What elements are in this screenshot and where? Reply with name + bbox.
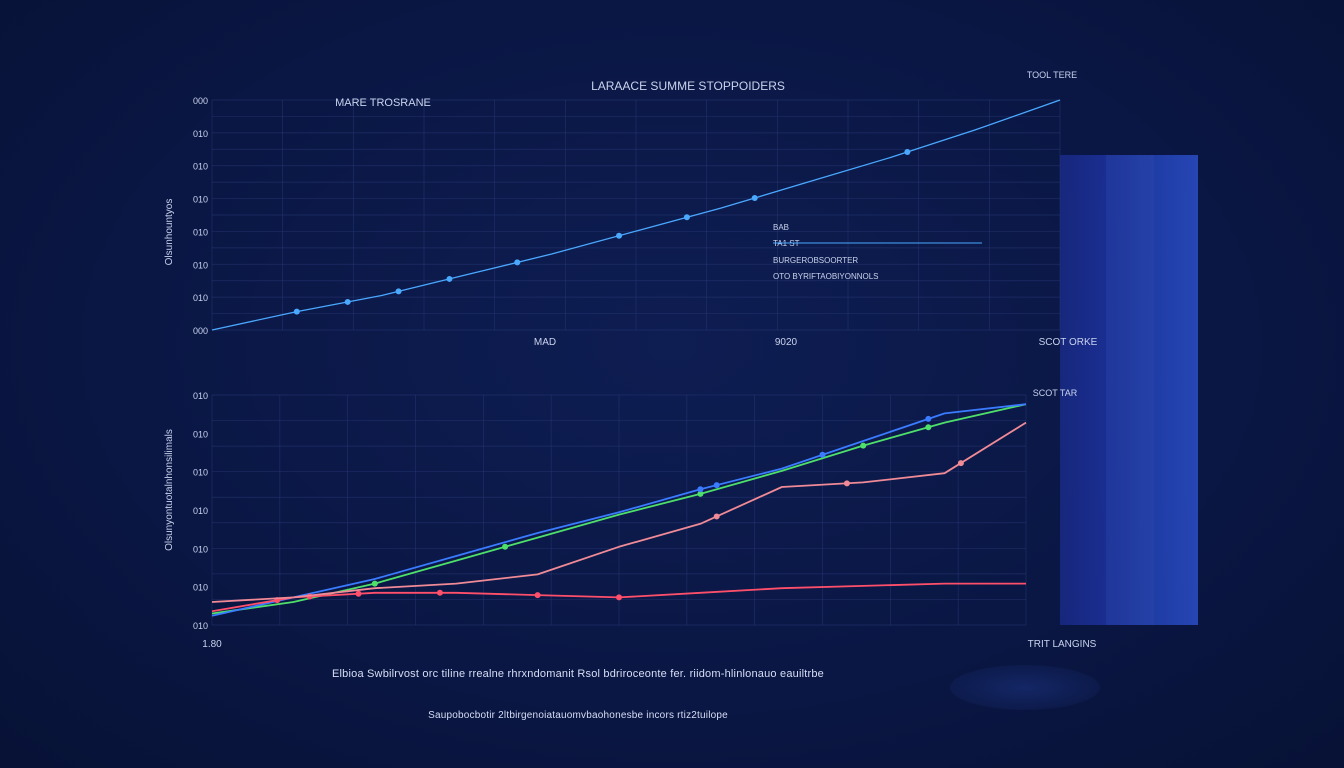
chart-1-series-1-point xyxy=(514,259,521,266)
side-blue-panel xyxy=(1060,155,1198,625)
chart-1-legend-label: MARE TROSRANE xyxy=(335,97,431,109)
caption-sub: Saupobocbotir 2ltbirgenoiatauomvbaohones… xyxy=(428,710,728,721)
chart-2-series-3-point xyxy=(355,590,362,597)
chart-1-series-1-point xyxy=(683,214,690,221)
chart-1-series-1-point xyxy=(344,298,351,305)
chart-1-y-axis-label: Olsunhountyos xyxy=(164,199,175,266)
chart-1-y-tick-label: 000 xyxy=(193,326,208,336)
chart-2-series-2-point xyxy=(819,451,826,458)
chart-2-y-tick-label: 010 xyxy=(193,544,208,554)
chart-2-y-tick-label: 010 xyxy=(193,583,208,593)
chart-2-series-3-point xyxy=(616,594,622,601)
chart-1-y-tick-label: 010 xyxy=(193,129,208,139)
chart-1-series-1-point xyxy=(751,194,758,201)
chart-1-y-tick-label: 000 xyxy=(193,96,208,106)
chart-2-series-2-point xyxy=(925,415,932,422)
chart-1-annotation: OTO BYRIFTAOBIYONNOLS xyxy=(773,272,879,281)
chart-2-series-1-point xyxy=(860,442,867,449)
caption-main: Elbioa Swbilrvost orc tiline rrealne rhr… xyxy=(331,668,824,680)
chart-2-series-1-point xyxy=(502,543,509,550)
chart-2-series-1-point xyxy=(371,580,378,587)
chart-1-y-tick-label: 010 xyxy=(193,293,208,303)
chart-1-series-1-point xyxy=(395,288,402,295)
chart-1-series-1-point xyxy=(293,308,300,315)
chart-2-series-1-line xyxy=(211,403,1027,615)
chart-1-y-tick-label: 010 xyxy=(193,260,208,270)
chart-1-x-tick-label: MAD xyxy=(534,337,556,348)
chart-2-series-3-point xyxy=(436,589,443,596)
chart-2-series-4-point xyxy=(957,460,964,467)
chart-2-y-axis-label: Olsunyontuotalnhonsilimals xyxy=(164,429,175,551)
chart-2-x-tick-label: 1.80 xyxy=(202,639,222,650)
chart-2-y-tick-label: 010 xyxy=(193,391,208,401)
chart-2-series-4-line xyxy=(211,421,1027,603)
chart-1-y-tick-label: 010 xyxy=(193,162,208,172)
chart-2-y-tick-label: 010 xyxy=(193,621,208,631)
chart-1-series-1-point xyxy=(904,148,911,155)
chart-2-series-3-point xyxy=(534,592,541,599)
chart-1-series-1-point xyxy=(616,232,623,239)
chart-1-title: LARAACE SUMME STOPPOIDERS xyxy=(591,79,785,93)
chart-2-x-tick-label: TRIT LANGINS xyxy=(1028,639,1097,650)
chart-1-x-tick-label: SCOT ORKE xyxy=(1039,337,1098,348)
chart-2-series-4-point xyxy=(713,513,720,520)
chart-2-y-tick-label: 010 xyxy=(193,429,208,439)
chart-2-series-2-point xyxy=(713,482,720,489)
chart-2-corner-label: SCOT TAR xyxy=(1033,388,1078,398)
chart-2-series-1-point xyxy=(925,424,932,431)
chart-1-annotation: BURGEROBSOORTER xyxy=(773,256,858,265)
chart-2-y-tick-label: 010 xyxy=(193,506,208,516)
chart-2-y-tick-label: 010 xyxy=(193,468,208,478)
chart-1-corner-label: TOOL TERE xyxy=(1027,70,1077,80)
glow-decoration xyxy=(950,665,1100,710)
chart-1-annotation: BAB xyxy=(773,223,789,232)
chart-1-series-1-line xyxy=(211,99,1061,331)
chart-2-series-2-point xyxy=(697,486,704,493)
chart-2-series-4-point xyxy=(843,480,850,487)
chart-1-y-tick-label: 010 xyxy=(193,227,208,237)
chart-1-y-tick-label: 010 xyxy=(193,195,208,205)
chart-1-x-tick-label: 9020 xyxy=(775,337,798,348)
chart-2-series-2-line xyxy=(211,403,1027,617)
chart-2-series-1-point xyxy=(697,490,704,497)
chart-1-series-1-point xyxy=(446,275,453,282)
